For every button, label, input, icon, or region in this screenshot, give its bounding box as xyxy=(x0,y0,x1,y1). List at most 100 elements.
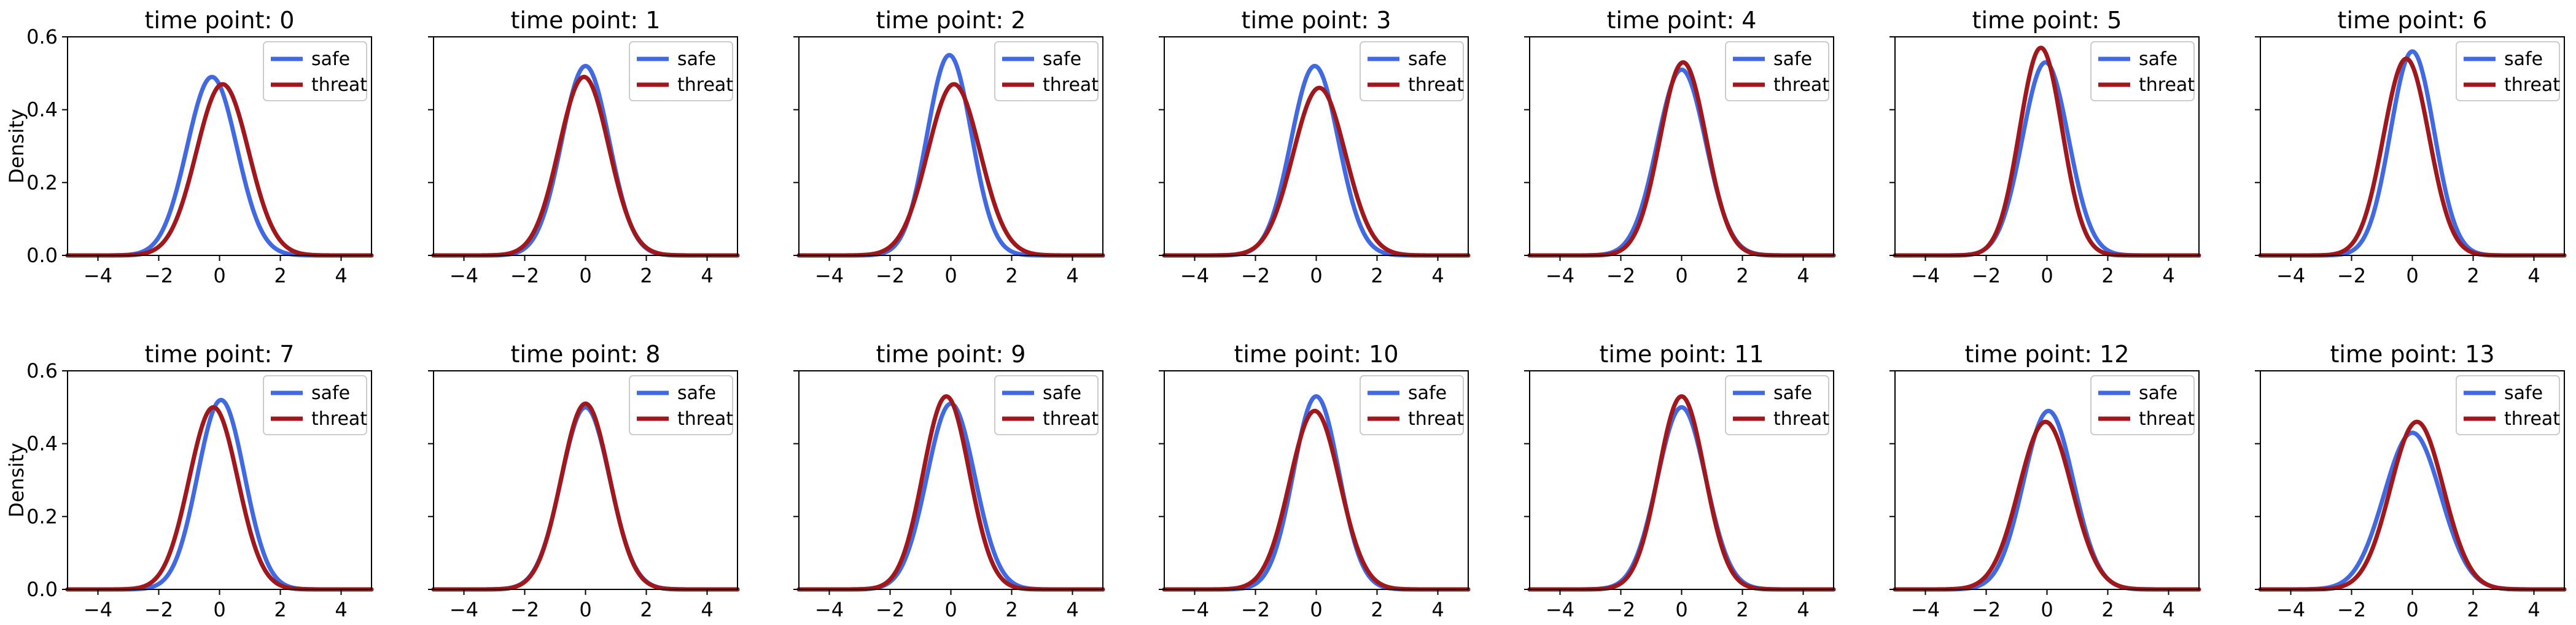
legend-label-safe: safe xyxy=(1773,382,1812,404)
x-tick-label: 2 xyxy=(274,264,286,287)
x-tick-label: 4 xyxy=(335,598,347,621)
legend: safe threat xyxy=(994,41,1099,101)
x-tick-label: −2 xyxy=(2337,264,2366,287)
legend: safe threat xyxy=(263,41,367,101)
y-tick-label: 0.0 xyxy=(26,244,58,267)
y-tick-label: 0.0 xyxy=(26,578,58,601)
x-tick-label: −4 xyxy=(84,598,112,621)
x-tick-label: −4 xyxy=(1911,598,1940,621)
legend-label-threat: threat xyxy=(311,74,367,96)
x-tick-label: −2 xyxy=(1241,598,1270,621)
legend: safe threat xyxy=(629,41,733,101)
x-tick-label: 0 xyxy=(944,598,957,621)
legend: safe threat xyxy=(1360,41,1464,101)
legend: safe threat xyxy=(994,375,1099,435)
x-tick-label: −4 xyxy=(449,598,478,621)
x-tick-label: 2 xyxy=(640,598,652,621)
x-tick-label: −2 xyxy=(2337,598,2366,621)
legend-label-safe: safe xyxy=(677,49,716,70)
panel-11: −4 −2 0 2 4 time point: 11 safe threat xyxy=(1524,341,1836,621)
x-tick-label: −4 xyxy=(2276,264,2305,287)
legend: safe threat xyxy=(263,375,367,435)
legend: safe threat xyxy=(2090,375,2195,435)
panel-title: time point: 0 xyxy=(145,7,295,34)
x-tick-label: 4 xyxy=(701,264,713,287)
legend-label-safe: safe xyxy=(311,382,350,404)
threat-kde-line xyxy=(1893,419,2201,592)
legend-label-safe: safe xyxy=(2139,382,2177,404)
x-tick-label: 2 xyxy=(2467,598,2479,621)
threat-kde-line xyxy=(431,74,740,258)
panel-title: time point: 13 xyxy=(2330,341,2494,368)
legend-label-threat: threat xyxy=(1043,74,1099,96)
x-tick-label: 4 xyxy=(2527,264,2540,287)
legend-label-safe: safe xyxy=(1043,382,1081,404)
x-tick-label: −2 xyxy=(1606,598,1635,621)
x-tick-label: −4 xyxy=(1546,598,1574,621)
x-tick-label: 4 xyxy=(1797,264,1809,287)
x-tick-label: 4 xyxy=(335,264,347,287)
legend-label-threat: threat xyxy=(2504,74,2560,96)
x-tick-label: −2 xyxy=(876,264,905,287)
panel-6: −4 −2 0 2 4 time point: 6 safe threat xyxy=(2255,7,2567,287)
x-tick-label: −2 xyxy=(1972,264,2001,287)
legend: safe threat xyxy=(2456,375,2560,435)
x-tick-label: −2 xyxy=(1606,264,1635,287)
legend-label-safe: safe xyxy=(1043,49,1081,70)
legend-label-safe: safe xyxy=(1408,49,1447,70)
x-tick-label: 4 xyxy=(2162,598,2174,621)
panel-title: time point: 3 xyxy=(1242,7,1391,34)
legend-label-safe: safe xyxy=(2504,49,2543,70)
legend-label-threat: threat xyxy=(1773,74,1829,96)
x-tick-label: −2 xyxy=(144,598,173,621)
panel-12: −4 −2 0 2 4 time point: 12 safe threat xyxy=(1889,341,2201,621)
panel-title: time point: 8 xyxy=(511,341,661,368)
threat-kde-line xyxy=(1162,408,1471,592)
x-tick-label: 0 xyxy=(2406,264,2418,287)
x-tick-label: 0 xyxy=(1310,264,1322,287)
panel-9: −4 −2 0 2 4 time point: 9 safe threat xyxy=(793,341,1105,621)
x-tick-label: −4 xyxy=(2276,598,2305,621)
x-tick-label: 2 xyxy=(1371,598,1383,621)
panel-title: time point: 9 xyxy=(876,341,1026,368)
x-tick-label: −4 xyxy=(84,264,112,287)
legend-label-threat: threat xyxy=(677,408,733,430)
x-tick-label: 0 xyxy=(579,264,591,287)
x-tick-label: 2 xyxy=(274,598,286,621)
x-tick-label: 0 xyxy=(213,598,225,621)
panel-13: −4 −2 0 2 4 time point: 13 safe threat xyxy=(2255,341,2567,621)
x-tick-label: 4 xyxy=(1431,264,1444,287)
panel-title: time point: 2 xyxy=(876,7,1026,34)
x-tick-label: 4 xyxy=(1431,598,1444,621)
legend: safe threat xyxy=(1725,375,1829,435)
panel-title: time point: 10 xyxy=(1234,341,1398,368)
panel-title: time point: 6 xyxy=(2338,7,2488,34)
panel-2: −4 −2 0 2 4 time point: 2 safe threat xyxy=(793,7,1105,287)
x-tick-label: 0 xyxy=(2041,598,2053,621)
x-tick-label: −4 xyxy=(815,264,844,287)
legend-label-threat: threat xyxy=(2504,408,2560,430)
y-tick-label: 0.2 xyxy=(26,505,58,528)
legend-label-threat: threat xyxy=(1408,408,1464,430)
x-tick-label: 2 xyxy=(640,264,652,287)
panel-0: −4 −2 0 2 4 0.0 0.2 0.4 0.6 Density time point: 0 s… xyxy=(5,7,374,287)
x-tick-label: 2 xyxy=(1736,598,1748,621)
legend-label-safe: safe xyxy=(311,49,350,70)
legend-label-threat: threat xyxy=(1408,74,1464,96)
legend: safe threat xyxy=(2456,41,2560,101)
x-tick-label: 2 xyxy=(2101,598,2114,621)
legend-label-threat: threat xyxy=(311,408,367,430)
legend-label-safe: safe xyxy=(677,382,716,404)
x-tick-label: 2 xyxy=(1371,264,1383,287)
x-tick-label: −4 xyxy=(449,264,478,287)
legend-label-safe: safe xyxy=(1773,49,1812,70)
legend-label-threat: threat xyxy=(1043,408,1099,430)
threat-kde-line xyxy=(2258,419,2567,592)
panel-title: time point: 4 xyxy=(1607,7,1757,34)
legend: safe threat xyxy=(2090,41,2195,101)
x-tick-label: −2 xyxy=(876,598,905,621)
legend-label-threat: threat xyxy=(1773,408,1829,430)
threat-kde-line xyxy=(65,82,374,258)
x-tick-label: 4 xyxy=(1066,264,1078,287)
